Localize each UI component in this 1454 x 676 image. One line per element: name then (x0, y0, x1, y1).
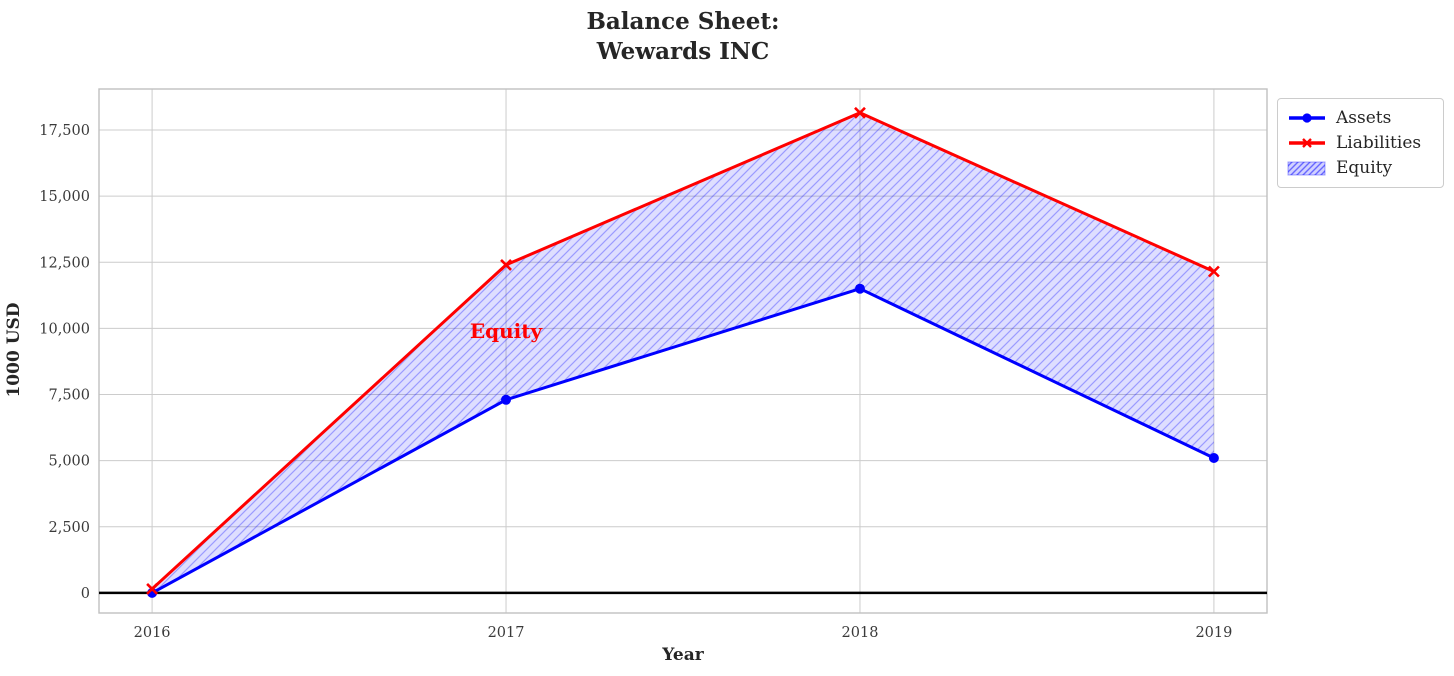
x-axis-label: Year (662, 645, 704, 665)
svg-text:10,000: 10,000 (39, 321, 90, 337)
legend-label-equity: Equity (1336, 158, 1393, 179)
plot-border (98, 88, 1268, 614)
equity-annotation: Equity (469, 319, 543, 343)
liabilities-line-marker-icon (1289, 138, 1325, 148)
svg-text:15,000: 15,000 (39, 189, 90, 205)
svg-text:2,500: 2,500 (48, 520, 90, 536)
equity-fill-area (152, 112, 1214, 593)
chart-title-line1: Balance Sheet: (586, 8, 780, 35)
svg-text:7,500: 7,500 (48, 388, 90, 404)
legend-label-liabilities: Liabilities (1336, 132, 1422, 153)
series-lines (146, 106, 1220, 598)
svg-text:17,500: 17,500 (39, 123, 90, 139)
legend-label-assets: Assets (1336, 107, 1392, 128)
chart-title: Balance Sheet: Wewards INC (99, 7, 1267, 68)
legend: Assets Liabilities Equity (1277, 98, 1444, 188)
svg-text:2019: 2019 (1195, 625, 1232, 641)
svg-text:0: 0 (81, 586, 90, 602)
svg-text:12,500: 12,500 (39, 255, 90, 271)
tick-labels: 2016 2017 2018 2019 0 2,500 5,000 7,500 10,000 12… (39, 123, 1232, 641)
svg-text:5,000: 5,000 (48, 454, 90, 470)
legend-item-assets: Assets (1287, 108, 1434, 128)
svg-text:2017: 2017 (488, 625, 525, 641)
svg-text:2016: 2016 (134, 625, 171, 641)
assets-line-marker-icon (1289, 113, 1325, 123)
chart-title-line2: Wewards INC (596, 38, 770, 66)
svg-text:2018: 2018 (842, 625, 879, 641)
legend-item-equity: Equity (1287, 158, 1434, 178)
equity-hatch-swatch-icon (1287, 161, 1326, 176)
legend-item-liabilities: Liabilities (1287, 133, 1434, 153)
